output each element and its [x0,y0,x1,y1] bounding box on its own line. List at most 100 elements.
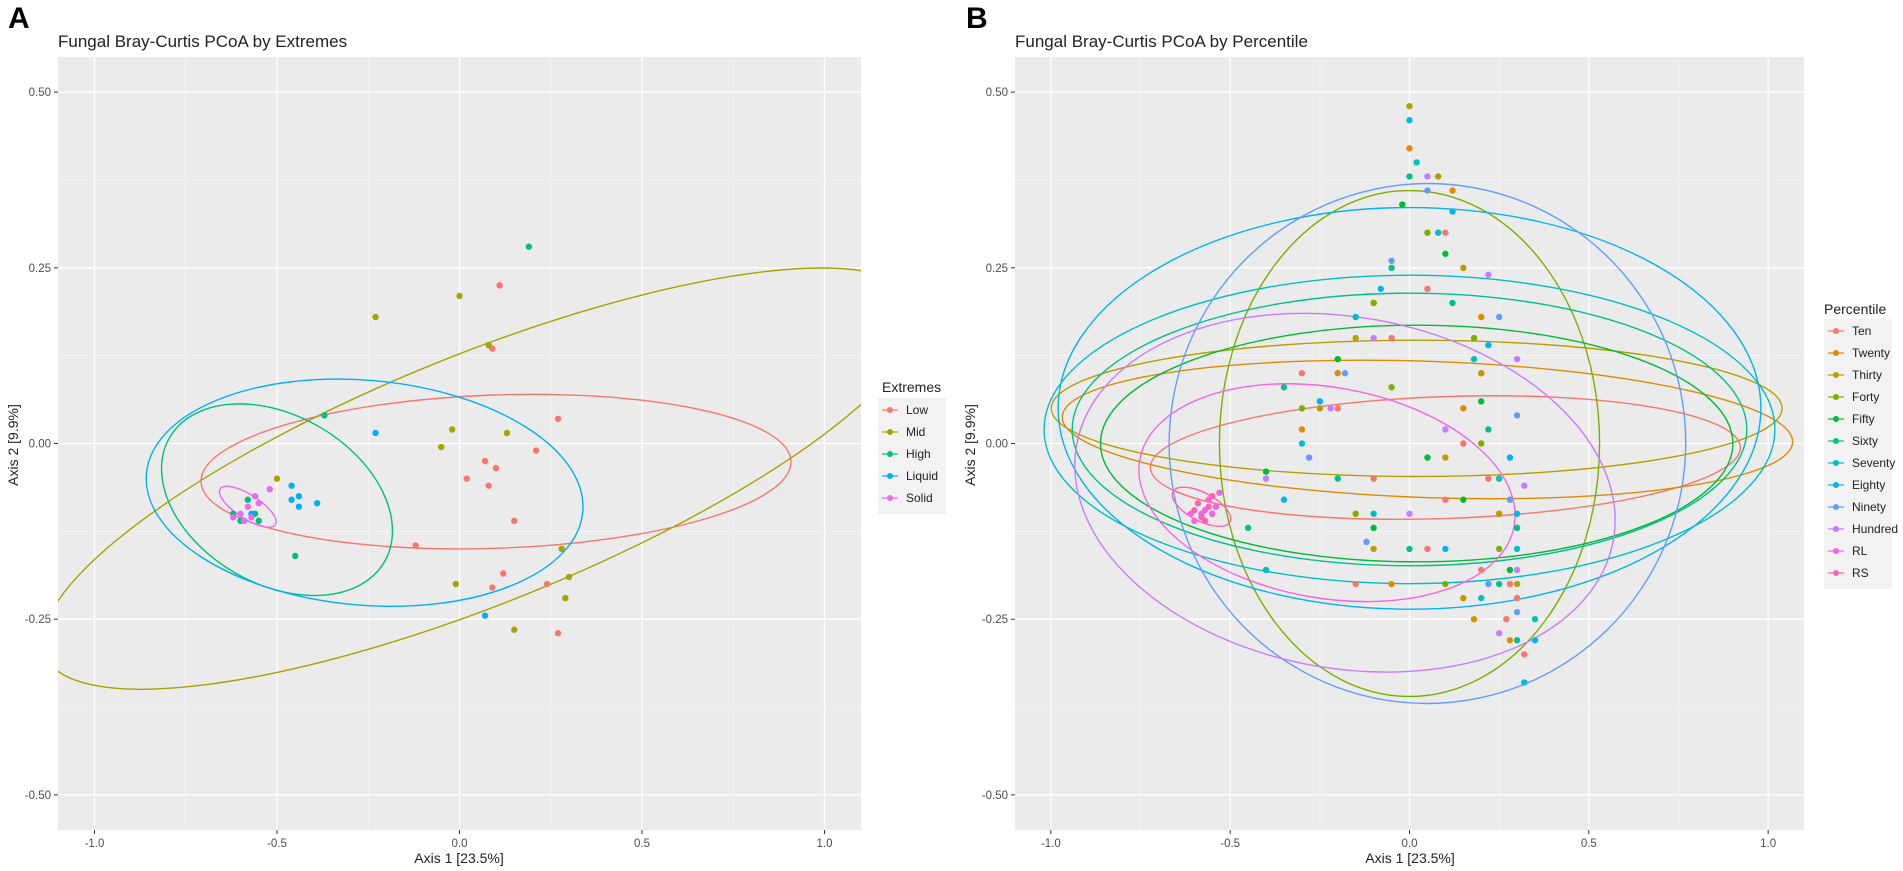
panel-b-point-ninety [1388,257,1395,264]
panel-a-point-mid [449,426,456,433]
panel-b-point-seventy [1513,545,1521,553]
panel-b-point-eighty [1316,398,1324,405]
panel-a-legend-label-liquid: Liquid [906,469,938,483]
panel-b-point-sixty [1449,299,1456,307]
panel-a-point-solid [240,517,248,524]
panel-b-point-fifty [1424,454,1431,461]
panel-b-point-fifty [1262,468,1270,475]
panel-a-point-liquid [313,500,321,507]
panel-b-point-twenty [1298,426,1306,433]
panel-b-point-fifty [1442,250,1449,257]
panel-b-point-ninety [1513,412,1521,419]
panel-b-ellipse-eighty [1057,206,1762,610]
panel-b-point-sixty [1495,580,1503,588]
panel-b-point-fifty [1370,524,1377,532]
panel-a-point-mid [456,292,463,300]
panel-b-legend-box [1824,319,1892,589]
panel-b-ytick-label: 0.50 [986,87,1008,99]
panel-b-legend-label-eighty: Eighty [1852,478,1885,492]
panel-b-point-hundred [1442,426,1449,433]
panel-b-point-seventy [1298,440,1306,447]
panel-b-point-thirty [1442,454,1449,461]
panel-b-legend-key-dot-rl [1833,548,1839,554]
panel-a-legend-key-dot-high [887,451,893,457]
panel-b-ytick-label: 0.25 [986,263,1008,275]
panel-b-point-ten [1442,496,1449,503]
panel-b-legend-label-rs: RS [1852,566,1869,580]
panel-b-legend-label-thirty: Thirty [1852,368,1882,382]
panel-b-legend-key-dot-forty [1833,394,1839,400]
panel-a-label: A [8,2,30,35]
panel-b-xlabel: Axis 1 [23.5%] [1365,850,1455,866]
panel-b-point-thirty [1478,370,1485,377]
panel-a-legend: Low Mid High Liquid Solid [878,398,946,514]
panel-b-point-seventy [1531,615,1539,623]
panel-b-point-fifty [1460,496,1467,503]
panel-b-point-twenty [1406,145,1413,152]
panel-b-point-ten [1513,594,1521,602]
panel-b-point-sixty [1280,384,1288,391]
panel-b-point-thirty [1513,580,1521,588]
panel-b-point-seventy [1470,355,1478,363]
panel-b-point-ten [1460,440,1467,447]
panel-a-point-mid [485,341,492,349]
panel-b-point-eighty [1521,679,1528,686]
panel-b-point-rs [1205,503,1212,510]
panel-b-point-seventy [1495,475,1503,482]
panel-a-plot-area [58,243,861,690]
panel-a-point-mid [452,580,460,588]
panel-b-point-ten [1352,580,1359,588]
panel-b-point-ten [1506,580,1514,588]
panel-a-point-low [511,517,518,524]
panel-a-point-low [489,584,496,591]
panel-a-xtick-label: 0.0 [452,838,468,850]
panel-b-plot-area [1043,102,1794,705]
panel-b-point-forty [1442,580,1449,588]
panel-a-xlabel: Axis 1 [23.5%] [414,850,504,866]
panel-b-point-eighty [1506,454,1514,461]
panel-a-point-low [532,447,540,454]
panel-b-point-hundred [1521,482,1528,489]
panel-a-legend-label-low: Low [906,403,928,417]
panel-a-point-liquid [288,482,295,489]
panel-b-point-eighty [1531,637,1539,644]
panel-b-point-forty [1424,229,1431,236]
panel-b-point-thirty [1406,102,1413,110]
panel-b-point-ninety [1495,313,1503,321]
panel-b-legend-label-sixty: Sixty [1852,434,1878,448]
panel-b-point-forty [1388,384,1395,391]
panel-b-point-hundred [1370,334,1377,342]
panel-b-legend-key-dot-eighty [1833,482,1839,488]
panel-b-point-ten [1478,566,1485,574]
panel-b-point-ten [1485,475,1492,482]
panel-a-ellipse-liquid [145,378,584,608]
panel-b-ellipse-fifty [1099,324,1734,563]
panel-b-point-rl [1191,517,1198,524]
panel-a-point-solid [244,503,251,510]
panel-b-point-sixty [1388,264,1395,272]
panel-b-title: Fungal Bray-Curtis PCoA by Percentile [1015,32,1308,51]
panel-a-point-low [554,630,562,637]
panel-b-xtick-label: 0.0 [1402,838,1418,850]
panel-a-point-mid [511,626,518,633]
panel-b-xtick-label: -0.5 [1220,838,1240,850]
panel-a-ytick-label: -0.25 [25,614,51,626]
panel-b-point-hundred [1327,405,1334,412]
panel-b-ellipse-seventy [1043,274,1776,585]
panel-b-point-ten [1388,334,1395,342]
panel-a-ylabel: Axis 2 [9.9%] [5,404,21,486]
panel-a-ytick-label: 0.50 [29,87,51,99]
panel-b-point-twenty [1449,187,1456,194]
panel-a-point-mid [565,573,573,581]
panel-b-point-thirty [1460,594,1467,602]
panel-a-point-solid [230,514,237,521]
panel-a-legend-key-dot-solid [887,495,893,501]
panel-b-point-ninety [1363,538,1370,546]
panel-b-point-ten [1424,285,1431,293]
panel-b-point-ten [1334,405,1341,412]
panel-b-point-twenty [1470,615,1478,623]
panel-b-point-sixty [1244,524,1252,532]
panel-a-point-mid [438,443,445,451]
panel-b-legend-key-dot-seventy [1833,460,1839,466]
